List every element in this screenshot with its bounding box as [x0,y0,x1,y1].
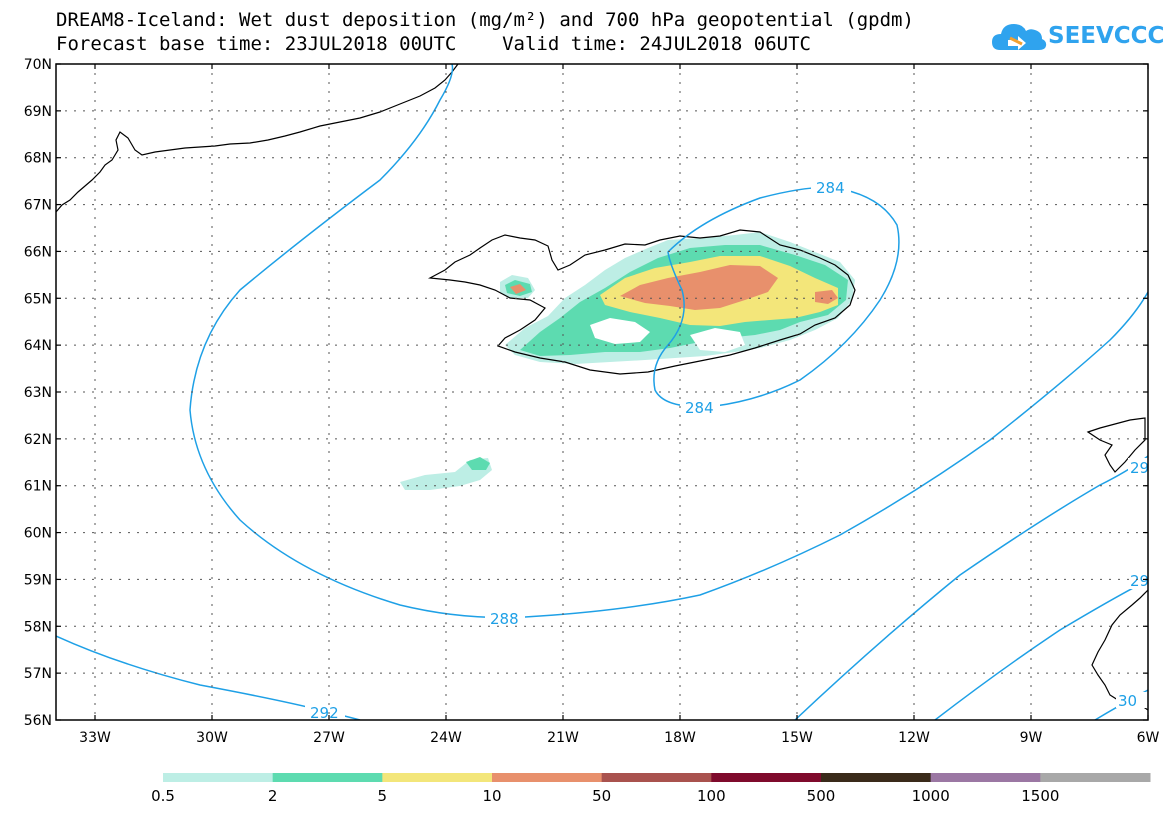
colorbar-swatch [492,773,603,782]
latitude-label: 58N [24,619,52,635]
dust-area-white-gap [590,318,650,344]
contour-label: 29 [1130,572,1149,590]
colorbar-swatch [601,773,712,782]
cloud-icon [992,24,1047,50]
iceland-coast [427,229,856,375]
colorbar-label: 1500 [1021,787,1059,805]
contour-label: 284 [685,399,714,417]
longitude-label: 12W [898,730,930,746]
latitude-label: 63N [24,385,52,401]
latitude-label: 60N [24,526,52,542]
dust-area-orange-east [815,290,838,304]
geopotential-contours [56,64,1148,720]
longitude-label: 6W [1137,730,1160,746]
longitude-label: 9W [1020,730,1043,746]
contour-label: 284 [816,179,845,197]
contour-284 [653,186,900,408]
coastlines [56,64,1148,711]
contour-label: 292 [310,704,339,722]
latitude-label: 69N [24,104,52,120]
contour-labels: 284 284 288 292 29 29 30 [305,178,1149,722]
greenland-coast [56,64,459,213]
dust-deposition-layer [400,232,855,490]
graticule [56,64,1148,720]
colorbar: 0.5 2 5 10 50 100 500 1000 1500 [151,773,1151,805]
colorbar-swatch [163,773,274,782]
latitude-label: 57N [24,666,52,682]
longitude-label: 21W [547,730,579,746]
colorbar-label: 2 [268,787,278,805]
colorbar-label: 5 [378,787,388,805]
latitude-label: 65N [24,291,52,307]
colorbar-label: 50 [592,787,611,805]
latitude-label: 68N [24,151,52,167]
map-title: DREAM8-Iceland: Wet dust deposition (mg/… [56,9,914,31]
colorbar-label: 500 [807,787,836,805]
dust-area-white-gap2 [690,328,745,352]
colorbar-swatch [382,773,493,782]
latitude-label: 62N [24,432,52,448]
contour-label: 288 [490,610,519,628]
contour-label: 29 [1130,459,1149,477]
contour-300 [934,579,1148,720]
colorbar-label: 1000 [912,787,950,805]
dust-area-medium-south [466,457,490,470]
colorbar-swatch [272,773,383,782]
longitude-label: 27W [313,730,345,746]
logo-text: SEEVCCC [1048,23,1165,49]
latitude-label: 64N [24,338,52,354]
colorbar-label: 100 [697,787,726,805]
contour-296 [794,455,1148,720]
colorbar-swatch [930,773,1041,782]
seevccc-logo: SEEVCCC [990,18,1164,58]
longitude-label: 15W [781,730,813,746]
longitude-labels: 33W 30W 27W 24W 21W 18W 15W 12W 9W 6W [79,730,1159,746]
colorbar-swatch [711,773,822,782]
map-subtitle: Forecast base time: 23JUL2018 00UTC Vali… [56,33,811,55]
contour-288 [189,64,1148,619]
longitude-label: 33W [79,730,111,746]
colorbar-label: 10 [482,787,501,805]
longitude-label: 24W [430,730,462,746]
axis-ticks [56,63,1149,721]
latitude-label: 59N [24,572,52,588]
longitude-label: 30W [196,730,228,746]
contour-label: 30 [1118,692,1137,710]
latitude-labels: 70N 69N 68N 67N 66N 65N 64N 63N 62N 61N 60N 59N 58N 5… [24,57,52,729]
faroe-coast [1086,417,1146,473]
latitude-label: 70N [24,57,52,73]
colorbar-label: 0.5 [151,787,175,805]
dust-area-orange-west [510,284,526,294]
latitude-label: 67N [24,198,52,214]
longitude-label: 18W [664,730,696,746]
colorbar-swatch [821,773,932,782]
latitude-label: 56N [24,713,52,729]
colorbar-swatch [1040,773,1151,782]
latitude-label: 66N [24,244,52,260]
latitude-label: 61N [24,479,52,495]
